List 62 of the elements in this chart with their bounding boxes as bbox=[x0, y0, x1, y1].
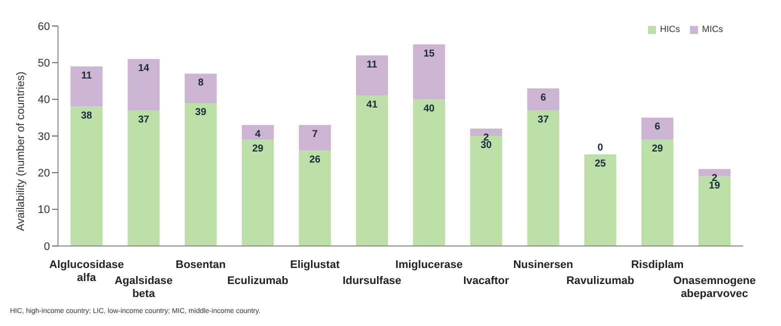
data-label: 4 bbox=[255, 129, 262, 140]
data-label: 39 bbox=[195, 107, 207, 118]
bar bbox=[242, 140, 274, 246]
bar bbox=[698, 176, 730, 246]
legend-label: HICs bbox=[660, 24, 680, 34]
x-tick-label: Eliglustat bbox=[290, 259, 340, 271]
data-label: 40 bbox=[423, 103, 436, 114]
data-label: 8 bbox=[198, 78, 204, 89]
y-tick-label: 40 bbox=[38, 94, 50, 106]
bar bbox=[584, 154, 616, 246]
bar bbox=[128, 110, 160, 246]
data-label: 38 bbox=[80, 110, 93, 122]
bar bbox=[641, 118, 674, 140]
bar bbox=[70, 66, 103, 107]
data-label: 6 bbox=[540, 92, 546, 104]
bar bbox=[184, 74, 217, 103]
legend-label: MICs bbox=[702, 24, 723, 34]
y-tick-label: 10 bbox=[38, 204, 50, 216]
bar bbox=[298, 125, 331, 151]
bar bbox=[356, 96, 388, 246]
data-label: 11 bbox=[81, 70, 92, 82]
x-tick-label: Nusinersen bbox=[513, 259, 574, 271]
data-label: 0 bbox=[598, 142, 604, 154]
y-tick-label: 0 bbox=[44, 240, 50, 253]
x-tick-label: Bosentan bbox=[176, 259, 226, 271]
x-tick-label: Risdiplam bbox=[631, 259, 684, 271]
bar bbox=[356, 55, 388, 96]
y-tick-label: 30 bbox=[38, 130, 50, 143]
bar bbox=[527, 88, 560, 110]
y-tick-label: 50 bbox=[38, 58, 50, 70]
data-label: 6 bbox=[654, 122, 661, 133]
x-tick-label: Eculizumab bbox=[227, 275, 289, 287]
data-label: 7 bbox=[312, 129, 318, 140]
bar bbox=[413, 44, 446, 100]
data-label: 41 bbox=[366, 100, 378, 111]
bar bbox=[298, 150, 331, 246]
data-label: 37 bbox=[138, 114, 150, 126]
y-tick-label: 60 bbox=[38, 20, 50, 33]
bar bbox=[128, 59, 160, 110]
x-tick-label: Ivacaftor bbox=[463, 275, 510, 287]
data-label: 19 bbox=[708, 180, 720, 192]
bar bbox=[641, 140, 674, 246]
bar bbox=[242, 125, 274, 140]
x-tick-label: Imiglucerase bbox=[395, 259, 463, 271]
x-tick-label: Idursulfase bbox=[342, 275, 402, 287]
bar bbox=[413, 99, 446, 246]
data-label: 29 bbox=[252, 144, 264, 155]
data-label: 29 bbox=[652, 144, 664, 155]
x-tick-label: Ravulizumab bbox=[566, 275, 634, 287]
bar bbox=[527, 110, 560, 246]
data-label: 37 bbox=[538, 114, 550, 126]
x-tick-label: Onasemnogene abeparvovec bbox=[673, 275, 756, 300]
data-label: 15 bbox=[423, 48, 436, 60]
data-label: 14 bbox=[138, 63, 150, 74]
y-tick-label: 20 bbox=[38, 168, 50, 180]
data-label: 11 bbox=[366, 59, 378, 70]
data-label: 25 bbox=[594, 158, 606, 170]
y-axis-title: Availability (number of countries) bbox=[14, 72, 27, 231]
bar bbox=[70, 106, 103, 246]
x-tick-label: Agalsidase beta bbox=[114, 275, 173, 300]
bar bbox=[184, 103, 217, 246]
data-label: 26 bbox=[309, 154, 321, 166]
